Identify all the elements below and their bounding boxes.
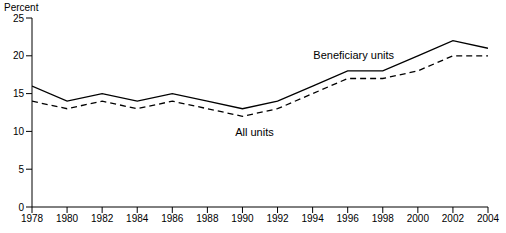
svg-text:2000: 2000 (407, 213, 430, 224)
svg-text:1996: 1996 (337, 213, 360, 224)
svg-text:0: 0 (18, 202, 24, 213)
svg-text:1990: 1990 (231, 213, 254, 224)
html-text:Percent: Percent (4, 2, 39, 13)
svg-text:5: 5 (18, 164, 24, 175)
svg-text:1988: 1988 (196, 213, 219, 224)
svg-text:15: 15 (13, 88, 25, 99)
svg-text:10: 10 (13, 126, 25, 137)
svg-text:1982: 1982 (91, 213, 114, 224)
svg-text:1992: 1992 (266, 213, 289, 224)
svg-text:1986: 1986 (161, 213, 184, 224)
svg-text:1998: 1998 (372, 213, 395, 224)
svg-text:2004: 2004 (477, 213, 498, 224)
svg-text:2002: 2002 (442, 213, 465, 224)
svg-text:All units: All units (235, 126, 274, 138)
svg-text:1980: 1980 (56, 213, 79, 224)
svg-text:Beneficiary units: Beneficiary units (313, 49, 394, 61)
svg-text:1994: 1994 (301, 213, 324, 224)
svg-text:1984: 1984 (126, 213, 149, 224)
svg-text:20: 20 (13, 50, 25, 61)
svg-text:25: 25 (13, 13, 25, 24)
svg-text:1978: 1978 (21, 213, 44, 224)
